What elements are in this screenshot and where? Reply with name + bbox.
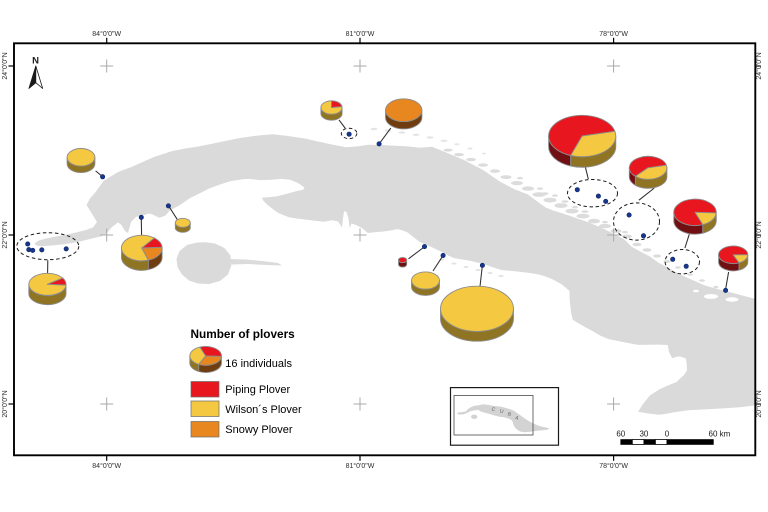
svg-text:20°0'0"N: 20°0'0"N (1, 390, 9, 417)
svg-text:22°0'0"N: 22°0'0"N (755, 221, 763, 248)
svg-text:16 individuals: 16 individuals (225, 358, 292, 370)
svg-text:0: 0 (665, 430, 670, 439)
svg-text:60: 60 (616, 430, 625, 439)
svg-text:81°0'0"W: 81°0'0"W (346, 30, 375, 38)
svg-text:30: 30 (639, 430, 648, 439)
svg-text:U: U (499, 408, 504, 415)
svg-text:Number of plovers: Number of plovers (191, 327, 296, 341)
svg-text:84°0'0"W: 84°0'0"W (92, 462, 121, 470)
svg-text:78°0'0"W: 78°0'0"W (599, 30, 628, 38)
svg-text:N: N (32, 56, 39, 67)
svg-text:78°0'0"W: 78°0'0"W (599, 462, 628, 470)
svg-text:24°0'0"N: 24°0'0"N (1, 52, 9, 79)
svg-text:81°0'0"W: 81°0'0"W (346, 462, 375, 470)
svg-text:22°0'0"N: 22°0'0"N (1, 221, 9, 248)
svg-text:84°0'0"W: 84°0'0"W (92, 30, 121, 38)
svg-text:B: B (507, 411, 513, 418)
svg-text:C: C (491, 406, 496, 413)
svg-text:24°0'0"N: 24°0'0"N (755, 52, 763, 79)
svg-text:Wilson´s Plover: Wilson´s Plover (225, 404, 302, 416)
svg-text:Snowy Plover: Snowy Plover (225, 424, 293, 436)
svg-text:60 km: 60 km (709, 430, 731, 439)
svg-text:20°0'0"N: 20°0'0"N (755, 390, 763, 417)
svg-text:A: A (514, 415, 520, 422)
svg-text:Piping Plover: Piping Plover (225, 384, 290, 396)
